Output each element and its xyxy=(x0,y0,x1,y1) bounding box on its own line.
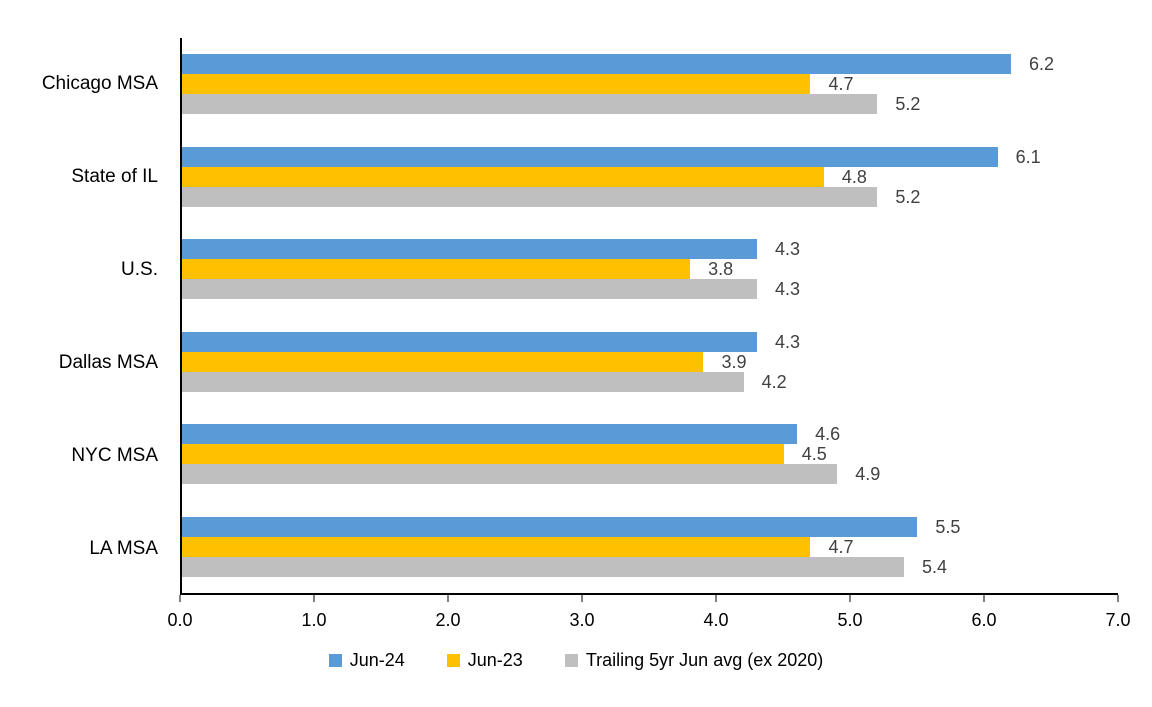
bar-jun-24 xyxy=(182,54,1012,75)
bar-row: 4.7 xyxy=(182,74,1118,95)
legend-marker-icon xyxy=(564,654,578,667)
data-label: 4.5 xyxy=(801,444,827,465)
bar-jun-23 xyxy=(182,444,784,465)
bar-jun-23 xyxy=(182,166,824,187)
legend-item: Jun-23 xyxy=(446,650,523,671)
x-axis-tick-label: 6.0 xyxy=(971,610,997,630)
x-axis-tick-label: 3.0 xyxy=(569,610,595,630)
bar-row: 4.7 xyxy=(182,536,1118,557)
x-axis-tick xyxy=(581,595,583,602)
x-axis-tick xyxy=(1117,595,1119,602)
plot-area: 6.2 4.7 5.2 6.1 4.8 5.2 4.3 3.8 4.3 4.3 3.9 4.2 4.6 4… xyxy=(180,38,1118,595)
bar-row: 6.1 xyxy=(182,146,1118,167)
data-label: 4.3 xyxy=(774,239,800,260)
x-axis-tick-label: 4.0 xyxy=(703,610,729,630)
bar-jun-24 xyxy=(182,331,757,352)
data-label: 5.4 xyxy=(922,556,948,577)
bar-trailing-5yr-jun-avg-ex-2020- xyxy=(182,556,905,577)
data-label: 5.5 xyxy=(935,516,961,537)
bar-trailing-5yr-jun-avg-ex-2020- xyxy=(182,371,744,392)
bar-jun-23 xyxy=(182,536,811,557)
bar-row: 5.2 xyxy=(182,186,1118,207)
legend: Jun-24 Jun-23 Trailing 5yr Jun avg (ex 202… xyxy=(0,650,1152,671)
bar-jun-23 xyxy=(182,351,704,372)
bar-row: 4.3 xyxy=(182,239,1118,260)
x-axis-tick-label: 5.0 xyxy=(837,610,863,630)
bar-row: 3.9 xyxy=(182,351,1118,372)
data-label: 4.3 xyxy=(774,279,800,300)
x-axis-tick xyxy=(849,595,851,602)
bar-trailing-5yr-jun-avg-ex-2020- xyxy=(182,279,757,300)
bar-row: 5.4 xyxy=(182,556,1118,577)
data-label: 6.1 xyxy=(1015,146,1041,167)
bar-row: 4.8 xyxy=(182,166,1118,187)
bar-row: 5.2 xyxy=(182,94,1118,115)
legend-item: Jun-24 xyxy=(328,650,405,671)
x-axis-tick-label: 7.0 xyxy=(1105,610,1131,630)
bar-row: 6.2 xyxy=(182,54,1118,75)
x-axis-tick xyxy=(715,595,717,602)
x-axis-tick xyxy=(447,595,449,602)
data-label: 4.9 xyxy=(855,464,881,485)
data-label: 3.9 xyxy=(721,351,747,372)
bar-jun-23 xyxy=(182,259,691,280)
category-labels: Chicago MSA State of IL U.S. Dallas MSA NYC … xyxy=(0,38,158,595)
legend-marker-icon xyxy=(446,654,460,667)
bar-jun-24 xyxy=(182,424,798,445)
data-label: 4.8 xyxy=(841,166,867,187)
x-axis-tick-label: 1.0 xyxy=(301,610,327,630)
bar-row: 4.3 xyxy=(182,279,1118,300)
data-label: 4.2 xyxy=(761,371,787,392)
bar-group: 4.6 4.5 4.9 xyxy=(182,408,1118,501)
bar-jun-23 xyxy=(182,74,811,95)
data-label: 5.2 xyxy=(895,94,921,115)
legend-label: Jun-24 xyxy=(349,650,405,670)
category-label: State of IL xyxy=(71,166,158,188)
legend-item: Trailing 5yr Jun avg (ex 2020) xyxy=(564,650,824,671)
data-label: 5.2 xyxy=(895,186,921,207)
data-label: 4.6 xyxy=(815,424,841,445)
bar-jun-24 xyxy=(182,146,998,167)
x-axis-tick xyxy=(983,595,985,602)
bar-group: 6.2 4.7 5.2 xyxy=(182,38,1118,131)
category-label: NYC MSA xyxy=(71,444,158,466)
x-axis-tick xyxy=(179,595,181,602)
bar-jun-24 xyxy=(182,516,918,537)
category-label: Chicago MSA xyxy=(41,73,158,95)
bar-trailing-5yr-jun-avg-ex-2020- xyxy=(182,94,878,115)
data-label: 4.3 xyxy=(774,331,800,352)
bar-trailing-5yr-jun-avg-ex-2020- xyxy=(182,464,838,485)
bar-row: 4.6 xyxy=(182,424,1118,445)
legend-marker-icon xyxy=(328,654,342,667)
data-label: 4.7 xyxy=(828,74,854,95)
x-axis-tick-label: 2.0 xyxy=(435,610,461,630)
bar-row: 4.2 xyxy=(182,371,1118,392)
data-label: 4.7 xyxy=(828,536,854,557)
category-label: U.S. xyxy=(121,259,158,281)
bar-row: 5.5 xyxy=(182,516,1118,537)
category-label: Dallas MSA xyxy=(58,351,158,373)
legend-label: Trailing 5yr Jun avg (ex 2020) xyxy=(585,650,824,670)
bar-group: 6.1 4.8 5.2 xyxy=(182,131,1118,224)
bar-trailing-5yr-jun-avg-ex-2020- xyxy=(182,186,878,207)
bar-group: 4.3 3.9 4.2 xyxy=(182,316,1118,409)
data-label: 6.2 xyxy=(1029,54,1055,75)
x-axis-tick xyxy=(313,595,315,602)
x-axis-tick-label: 0.0 xyxy=(167,610,193,630)
bar-row: 4.3 xyxy=(182,331,1118,352)
bar-row: 3.8 xyxy=(182,259,1118,280)
data-label: 3.8 xyxy=(708,259,734,280)
bar-jun-24 xyxy=(182,239,757,260)
bar-group: 5.5 4.7 5.4 xyxy=(182,501,1118,594)
bar-row: 4.9 xyxy=(182,464,1118,485)
legend-label: Jun-23 xyxy=(467,650,523,670)
bar-group: 4.3 3.8 4.3 xyxy=(182,223,1118,316)
bar-row: 4.5 xyxy=(182,444,1118,465)
x-axis: 0.0 1.0 2.0 3.0 4.0 5.0 6.0 7.0 xyxy=(167,595,1131,640)
category-label: LA MSA xyxy=(89,537,158,559)
